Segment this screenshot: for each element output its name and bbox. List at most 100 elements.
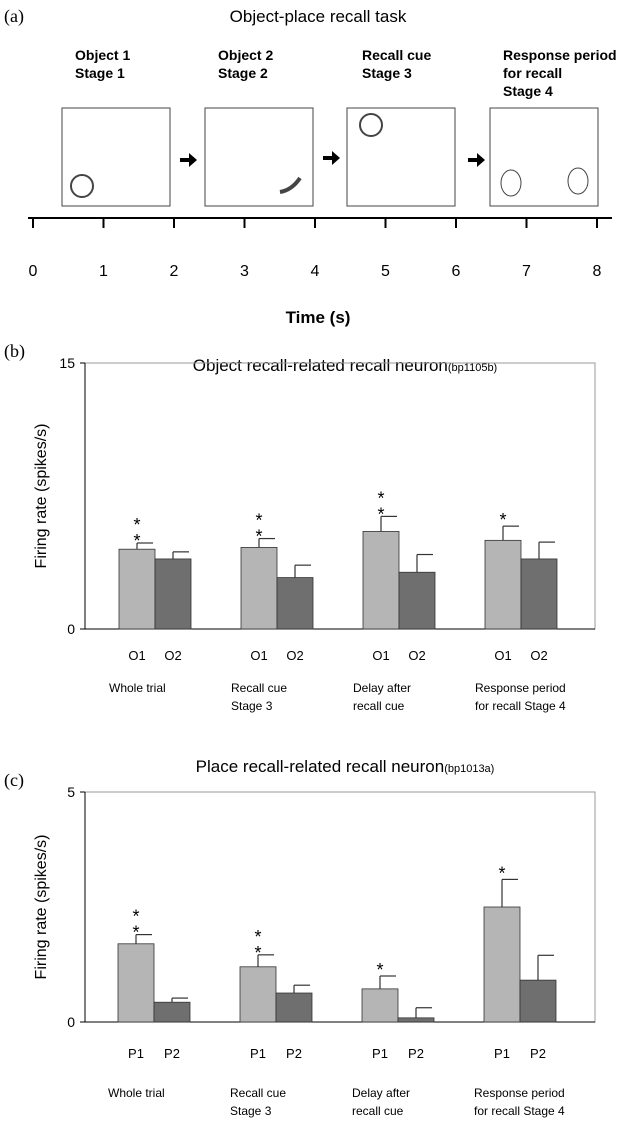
x-tick-label: 8 xyxy=(593,263,602,280)
bar xyxy=(398,1018,434,1022)
significance: ** xyxy=(371,488,391,520)
series-label: O1 xyxy=(128,648,145,663)
x-tick-label: 7 xyxy=(522,263,531,280)
category-label: Response period xyxy=(474,1086,565,1100)
y-tick-label: 5 xyxy=(67,784,75,800)
error-bar xyxy=(173,552,189,559)
bar xyxy=(241,547,277,629)
stage-label: Stage 4 xyxy=(503,83,553,99)
series-label: P1 xyxy=(372,1046,388,1061)
stage-label: Stage 3 xyxy=(362,65,412,81)
stage-label: Object 2 xyxy=(218,47,273,63)
x-tick-label: 1 xyxy=(99,263,108,280)
bar xyxy=(154,1002,190,1022)
bar xyxy=(277,578,313,629)
bar xyxy=(118,944,154,1022)
bar xyxy=(119,549,155,629)
series-label: P1 xyxy=(128,1046,144,1061)
x-tick-label: 4 xyxy=(311,263,320,280)
bar xyxy=(399,572,435,629)
panel-title: Object recall-related recall neuron(bp11… xyxy=(193,356,497,375)
series-label: O1 xyxy=(250,648,267,663)
stage-label: Object 1 xyxy=(75,47,130,63)
category-label: Delay after xyxy=(352,1086,410,1100)
significance: ** xyxy=(127,515,147,547)
bar xyxy=(485,540,521,629)
x-tick-label: 0 xyxy=(29,263,38,280)
figure: (a) Object-place recall task Object 1 Stage… xyxy=(0,0,638,1121)
stage-label: Response period xyxy=(503,47,617,63)
error-bar xyxy=(538,955,554,980)
bar xyxy=(362,989,398,1022)
series-label: O2 xyxy=(164,648,181,663)
stage-label: Stage 1 xyxy=(75,65,125,81)
panel-label: (c) xyxy=(4,770,24,791)
x-axis-label: Time (s) xyxy=(286,308,351,327)
category-label: Recall cue xyxy=(230,1086,286,1100)
x-tick-label: 3 xyxy=(240,263,249,280)
category-label: Stage 3 xyxy=(231,699,273,713)
series-label: O1 xyxy=(372,648,389,663)
stage-label: Recall cue xyxy=(362,47,431,63)
error-bar xyxy=(502,879,518,907)
series-label: O2 xyxy=(286,648,303,663)
error-bar xyxy=(294,985,310,993)
y-axis-label: Firing rate (spikes/s) xyxy=(33,835,50,980)
error-bar xyxy=(416,1008,432,1018)
stage-label: Stage 2 xyxy=(218,65,268,81)
category-label: recall cue xyxy=(352,1104,404,1118)
significance: ** xyxy=(126,907,146,939)
category-label: recall cue xyxy=(353,699,405,713)
category-label: Whole trial xyxy=(108,1086,165,1100)
error-bar xyxy=(417,555,433,573)
stage-label: for recall xyxy=(503,65,562,81)
category-label: Recall cue xyxy=(231,681,287,695)
series-label: P2 xyxy=(530,1046,546,1061)
category-label: Stage 3 xyxy=(230,1104,272,1118)
panel-label: (b) xyxy=(4,341,25,362)
error-bar xyxy=(295,565,311,577)
x-tick-label: 5 xyxy=(381,263,390,280)
error-bar xyxy=(380,976,396,989)
series-label: P2 xyxy=(164,1046,180,1061)
bar xyxy=(363,531,399,629)
category-label: for recall Stage 4 xyxy=(475,699,566,713)
category-label: Response period xyxy=(475,681,566,695)
category-label: Delay after xyxy=(353,681,411,695)
error-bar xyxy=(539,542,555,559)
bar xyxy=(484,907,520,1022)
title-main: Place recall-related recall neuron xyxy=(196,757,445,776)
panel-label: (a) xyxy=(4,6,24,27)
bar xyxy=(521,559,557,629)
y-tick-label: 0 xyxy=(67,1014,75,1030)
significance: ** xyxy=(249,511,269,543)
series-label: P1 xyxy=(250,1046,266,1061)
series-label: P2 xyxy=(286,1046,302,1061)
arrows xyxy=(180,151,485,167)
bar xyxy=(520,980,556,1022)
y-axis-label: Firing rate (spikes/s) xyxy=(33,424,50,569)
category-label: Whole trial xyxy=(109,681,166,695)
bar xyxy=(155,559,191,629)
bar xyxy=(240,967,276,1022)
series-label: O1 xyxy=(494,648,511,663)
y-tick-label: 15 xyxy=(59,355,75,371)
series-label: O2 xyxy=(408,648,425,663)
x-tick-label: 6 xyxy=(452,263,461,280)
category-label: for recall Stage 4 xyxy=(474,1104,565,1118)
title-note: (bp1105b) xyxy=(448,362,497,374)
panel-title: Place recall-related recall neuron(bp101… xyxy=(196,757,495,776)
title-main: Object recall-related recall neuron xyxy=(193,356,448,375)
error-bar xyxy=(503,526,519,540)
significance: * xyxy=(492,863,512,879)
series-label: O2 xyxy=(530,648,547,663)
bar xyxy=(276,993,312,1022)
x-tick-label: 2 xyxy=(170,263,179,280)
title-note: (bp1013a) xyxy=(444,763,494,775)
panel-title: Object-place recall task xyxy=(230,7,407,26)
series-label: P2 xyxy=(408,1046,424,1061)
significance: * xyxy=(370,960,390,976)
significance: ** xyxy=(248,927,268,959)
significance: * xyxy=(493,510,513,526)
y-tick-label: 0 xyxy=(67,621,75,637)
